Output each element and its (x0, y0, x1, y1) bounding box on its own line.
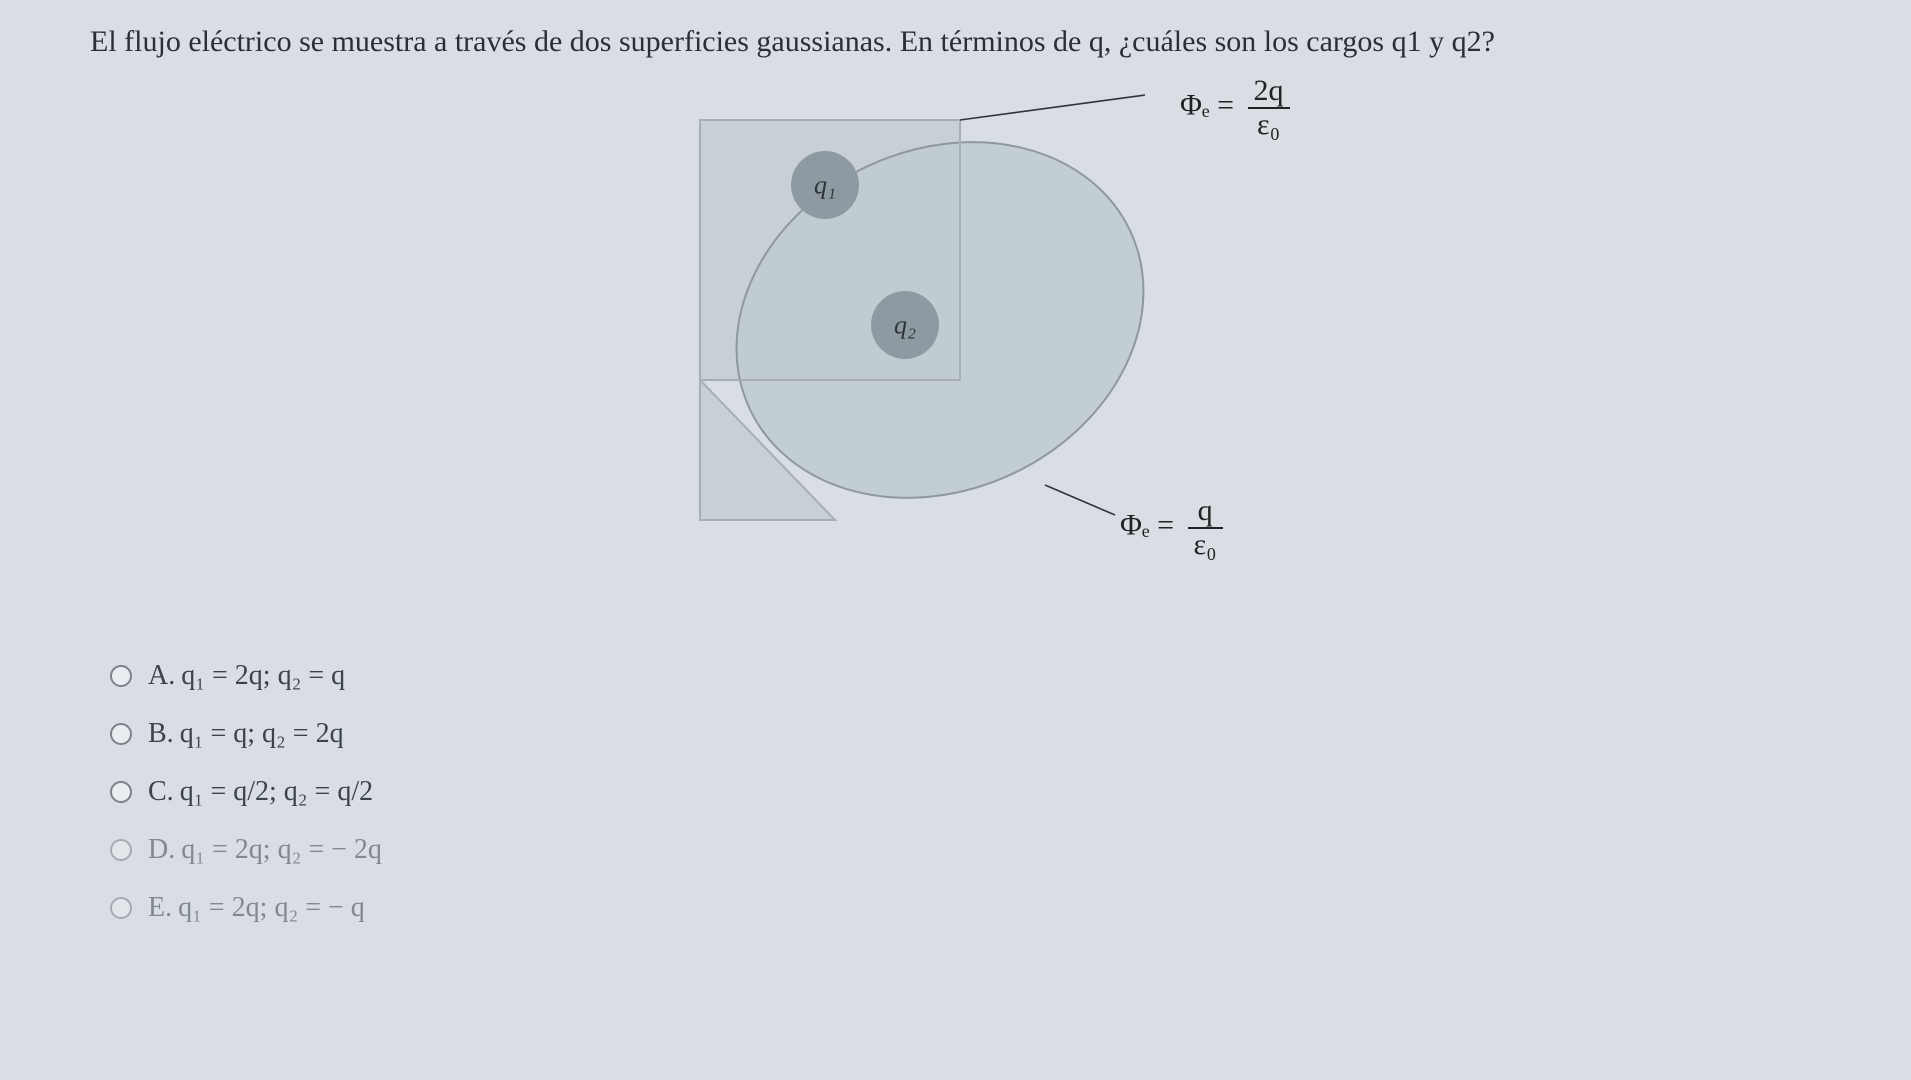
radio-icon[interactable] (110, 897, 132, 919)
charge-q1-label: q₁ (814, 171, 836, 200)
flux-square-num: 2q (1248, 75, 1290, 109)
question-q2: q2 (1452, 25, 1482, 58)
answer-options: A. q₁ = 2q; q₂ = q B. q₁ = q; q₂ = 2q C.… (110, 660, 382, 950)
radio-icon[interactable] (110, 723, 132, 745)
leader-top (960, 95, 1145, 120)
flux-square-prefix: Φₑ = (1180, 88, 1242, 121)
option-c[interactable]: C. q₁ = q/2; q₂ = q/2 (110, 776, 382, 808)
option-text: q₁ = 2q; q₂ = − q (178, 892, 365, 924)
option-letter: B. (148, 718, 174, 750)
option-a[interactable]: A. q₁ = 2q; q₂ = q (110, 660, 382, 692)
flux-label-square: Φₑ = 2q ε₀ (1180, 75, 1290, 140)
question-prefix: El flujo eléctrico se muestra a través d… (90, 25, 1392, 58)
option-text: q₁ = q/2; q₂ = q/2 (180, 776, 373, 808)
option-d[interactable]: D. q₁ = 2q; q₂ = − 2q (110, 834, 382, 866)
radio-icon[interactable] (110, 839, 132, 861)
radio-icon[interactable] (110, 781, 132, 803)
question-and: y (1422, 25, 1452, 58)
option-text: q₁ = 2q; q₂ = − 2q (181, 834, 382, 866)
option-text: q₁ = 2q; q₂ = q (181, 660, 345, 692)
question-suffix: ? (1482, 25, 1495, 58)
flux-oval-den: ε₀ (1188, 529, 1223, 561)
question-text: El flujo eléctrico se muestra a través d… (90, 25, 1851, 59)
option-b[interactable]: B. q₁ = q; q₂ = 2q (110, 718, 382, 750)
radio-icon[interactable] (110, 665, 132, 687)
option-letter: E. (148, 892, 172, 924)
option-letter: C. (148, 776, 174, 808)
option-letter: A. (148, 660, 175, 692)
flux-oval-num: q (1188, 495, 1223, 529)
leader-bot (1045, 485, 1115, 515)
question-q1: q1 (1392, 25, 1422, 58)
flux-oval-prefix: Φₑ = (1120, 508, 1182, 541)
flux-label-oval: Φₑ = q ε₀ (1120, 495, 1223, 560)
option-e[interactable]: E. q₁ = 2q; q₂ = − q (110, 892, 382, 924)
option-letter: D. (148, 834, 175, 866)
charge-q2-label: q₂ (894, 311, 916, 340)
flux-square-den: ε₀ (1248, 109, 1290, 141)
option-text: q₁ = q; q₂ = 2q (180, 718, 344, 750)
flux-oval-fraction: q ε₀ (1188, 495, 1223, 560)
gaussian-surfaces-figure: q₁ q₂ (640, 90, 1200, 570)
flux-square-fraction: 2q ε₀ (1248, 75, 1290, 140)
